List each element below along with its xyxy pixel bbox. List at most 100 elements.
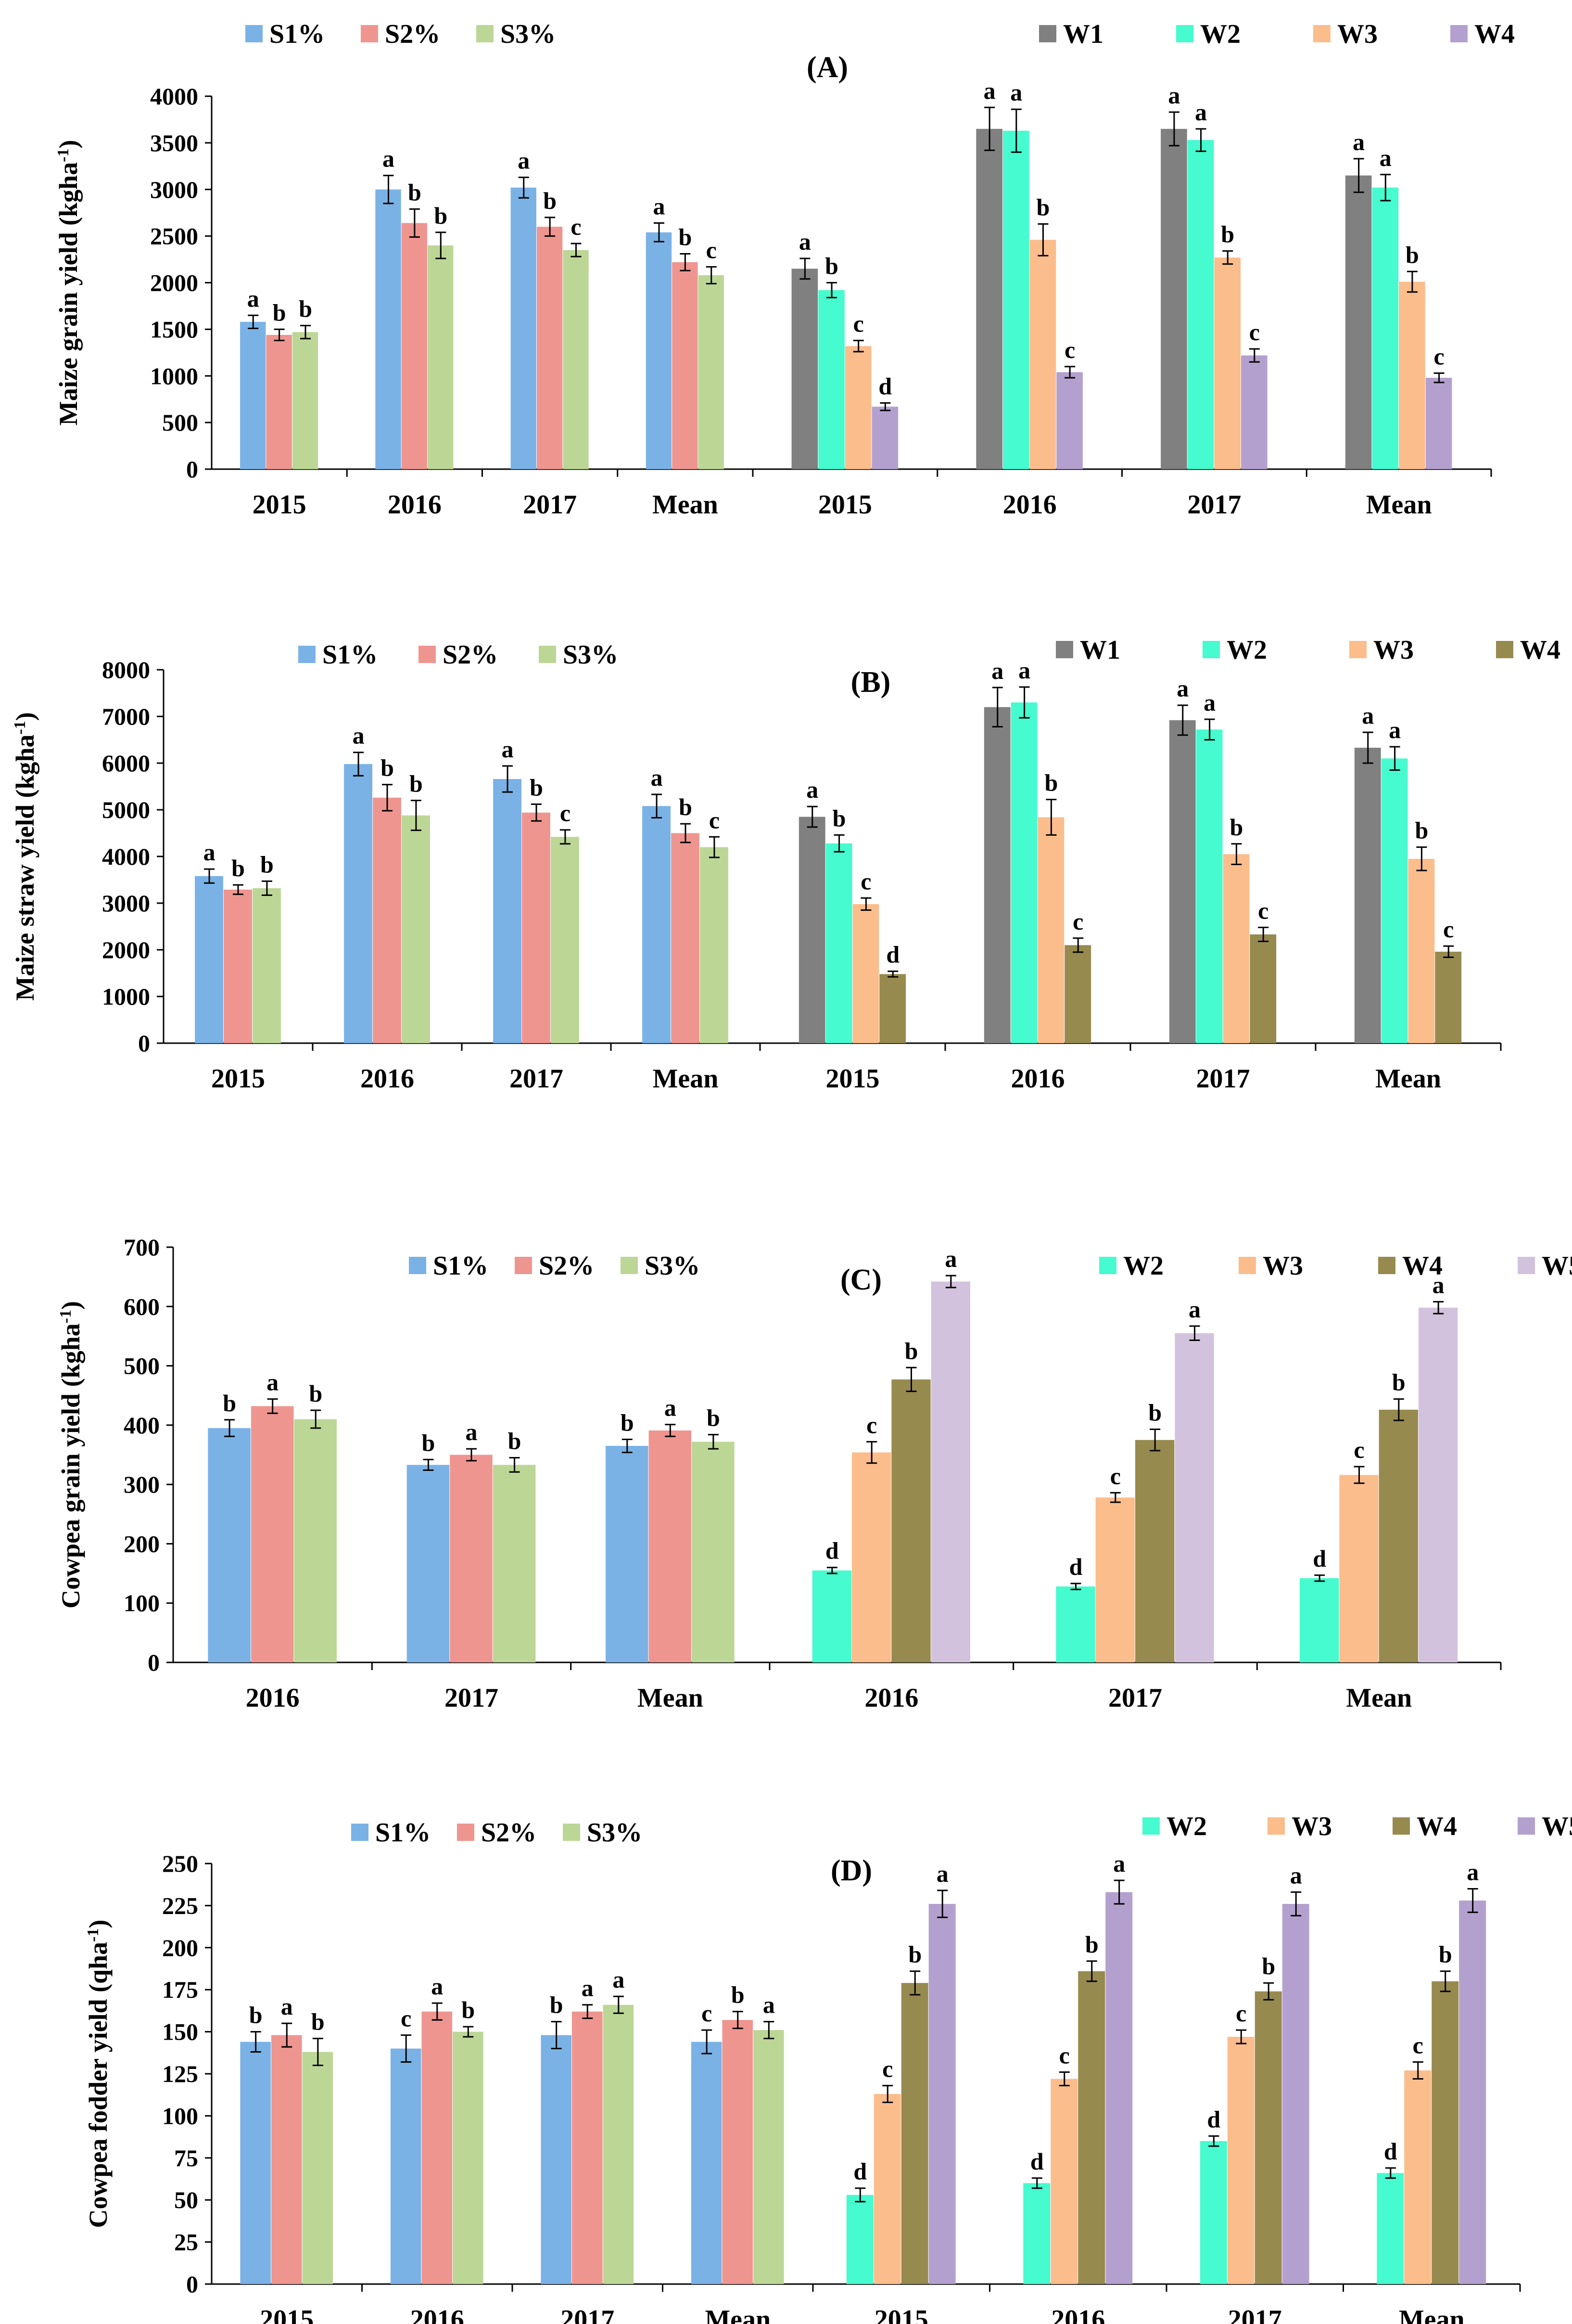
significance-label: b	[273, 299, 286, 326]
bar-S2%	[266, 335, 292, 469]
bar-S3%	[603, 2005, 634, 2284]
bar-W4	[1241, 355, 1268, 469]
legend-swatch	[1313, 25, 1331, 42]
panel-title: (A)	[807, 51, 848, 84]
legend-label: S2%	[481, 1818, 536, 1848]
bar-W5	[1419, 1307, 1458, 1662]
bar-W3	[1029, 240, 1056, 469]
x-tick-label: Mean	[1366, 490, 1432, 520]
significance-label: a	[502, 736, 514, 763]
legend-swatch	[1268, 1817, 1285, 1835]
y-tick-label: 2000	[102, 936, 150, 963]
bar-W4	[1135, 1440, 1175, 1662]
significance-label: c	[401, 2005, 411, 2032]
legend-label: S1%	[433, 1251, 488, 1281]
bar-W2	[1002, 130, 1029, 469]
y-tick-label: 0	[186, 2271, 198, 2298]
significance-label: c	[866, 1411, 877, 1438]
y-tick-label: 3500	[150, 129, 198, 156]
y-tick-label: 100	[124, 1590, 160, 1617]
significance-label: a	[984, 77, 996, 104]
significance-label: b	[679, 793, 692, 820]
significance-label: b	[422, 1429, 435, 1456]
significance-label: c	[1354, 1436, 1364, 1463]
x-tick-label: 2015	[826, 1064, 880, 1094]
legend-label: W5	[1542, 1812, 1572, 1841]
legend-swatch	[1176, 25, 1193, 42]
legend-label: S3%	[587, 1818, 642, 1848]
x-tick-label: 2017	[1228, 2305, 1282, 2324]
bar-W2	[818, 290, 845, 469]
y-tick-label: 150	[162, 2018, 198, 2045]
legend-swatch	[1393, 1817, 1410, 1835]
significance-label: b	[1148, 1399, 1162, 1426]
bar-S3%	[753, 2030, 784, 2284]
significance-label: d	[1384, 2138, 1397, 2165]
y-tick-label: 500	[162, 409, 198, 436]
significance-label: a	[582, 1975, 594, 2002]
significance-label: a	[1389, 716, 1401, 743]
legend-swatch	[1203, 641, 1220, 658]
significance-label: a	[1168, 82, 1180, 109]
bar-W5	[1459, 1900, 1486, 2284]
significance-label: b	[309, 1380, 322, 1407]
significance-label: c	[861, 868, 871, 894]
y-tick-label: 6000	[102, 750, 150, 777]
legend-swatch	[621, 1257, 638, 1274]
legend-swatch	[476, 25, 494, 42]
bar-S3%	[292, 332, 318, 469]
legend-label: W3	[1337, 19, 1378, 49]
legend-label: S2%	[443, 640, 498, 670]
bar-S1%	[606, 1446, 648, 1662]
legend-label: W2	[1166, 1812, 1207, 1841]
chart-panel-A: 0 500 1000 1500 2000 2500 3000 3500 4000 Maize gr…	[54, 19, 1515, 520]
y-tick-label: 4000	[102, 843, 150, 870]
y-tick-label: 3000	[150, 176, 198, 203]
legend-label: W2	[1123, 1251, 1164, 1281]
significance-label: b	[260, 851, 274, 878]
significance-label: c	[1433, 343, 1444, 370]
significance-label: b	[543, 187, 557, 214]
significance-label: b	[908, 1941, 922, 1968]
legend-label: W1	[1080, 635, 1120, 665]
significance-label: b	[249, 2002, 263, 2029]
legend-swatch	[409, 1257, 426, 1274]
bar-S1%	[375, 189, 401, 469]
significance-label: b	[434, 202, 447, 229]
legend-swatch	[1349, 641, 1367, 658]
bar-W3	[874, 2094, 901, 2284]
bar-W1	[1345, 175, 1372, 469]
significance-label: a	[799, 228, 811, 255]
bar-S2%	[251, 1406, 294, 1662]
y-tick-label: 700	[124, 1234, 160, 1261]
significance-label: a	[518, 147, 530, 174]
bar-W3	[1339, 1475, 1379, 1662]
legend-swatch	[515, 1257, 532, 1274]
legend-swatch	[539, 646, 556, 663]
bar-W1	[976, 128, 1002, 469]
significance-label: b	[1439, 1941, 1452, 1968]
y-tick-label: 1000	[150, 362, 198, 389]
bar-S1%	[646, 232, 672, 469]
legend-label: W4	[1417, 1812, 1457, 1841]
significance-label: a	[281, 1993, 293, 2020]
significance-label: d	[1030, 2148, 1044, 2175]
legend-swatch	[361, 25, 378, 42]
legend-label: W3	[1292, 1812, 1332, 1841]
legend-swatch	[1099, 1257, 1116, 1274]
y-tick-label: 1500	[150, 316, 198, 343]
legend-swatch	[298, 646, 316, 663]
x-tick-label: 2015	[211, 1064, 265, 1094]
x-tick-label: Mean	[637, 1683, 703, 1713]
x-tick-label: 2016	[1051, 2305, 1105, 2324]
significance-label: b	[1085, 1931, 1099, 1958]
legend-swatch	[1496, 641, 1513, 658]
legend-label: S3%	[563, 640, 618, 670]
bar-S1%	[344, 764, 373, 1043]
x-tick-label: 2017	[1196, 1064, 1250, 1094]
y-tick-label: 0	[148, 1649, 160, 1676]
bar-S1%	[642, 806, 671, 1043]
legend-label: W4	[1474, 19, 1515, 49]
significance-label: a	[266, 1369, 279, 1396]
significance-label: a	[612, 1966, 624, 1993]
